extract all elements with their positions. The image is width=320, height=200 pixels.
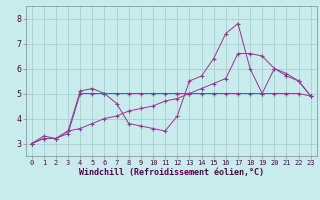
X-axis label: Windchill (Refroidissement éolien,°C): Windchill (Refroidissement éolien,°C)	[79, 168, 264, 177]
